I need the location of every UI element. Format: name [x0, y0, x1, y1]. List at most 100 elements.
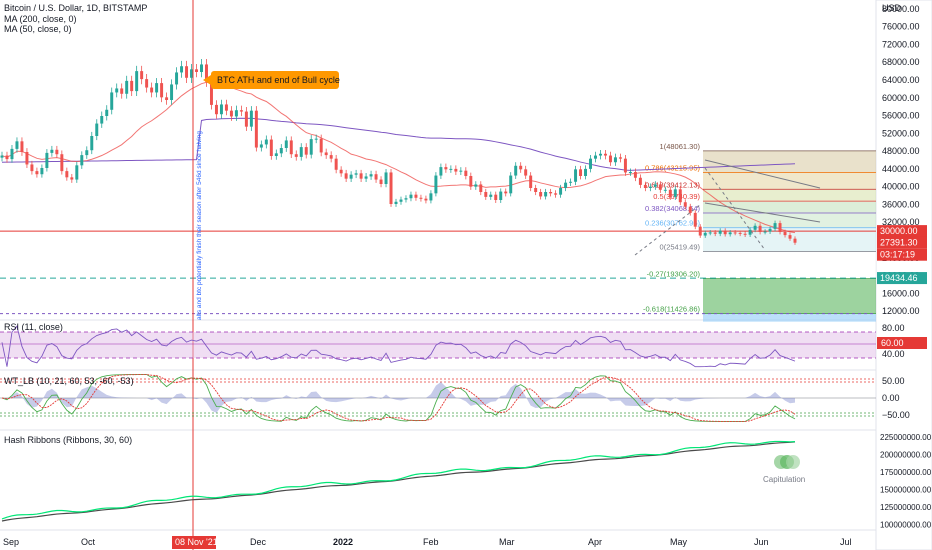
fib-level-label: 0.618(39412.13)	[645, 180, 701, 189]
candle-body	[484, 192, 488, 197]
candle-body	[693, 212, 697, 227]
candle-body	[299, 147, 303, 157]
candle-body	[55, 149, 59, 155]
candle-body	[673, 189, 677, 197]
candle-body	[239, 110, 243, 112]
candle-body	[224, 104, 228, 111]
candle-body	[90, 136, 94, 151]
candle-body	[349, 174, 353, 179]
price-tick: 52000.00	[882, 128, 920, 138]
hash-tick: 200000000.00	[880, 450, 932, 459]
candle-body	[653, 184, 657, 187]
candle-body	[778, 223, 782, 232]
candle-body	[454, 168, 458, 172]
fib-level-label: 0.382(34068.64)	[645, 204, 701, 213]
candle-body	[359, 173, 363, 179]
fib-zone	[703, 313, 876, 322]
countdown-tag	[877, 248, 927, 261]
hash-tick: 150000000.00	[880, 485, 932, 494]
price-tick: 72000.00	[882, 39, 920, 49]
candle-body	[284, 140, 288, 148]
hash-ribbons-pane[interactable]: Hash Ribbons (Ribbons, 30, 60) 225000000…	[1, 433, 932, 530]
candle-body	[244, 111, 248, 127]
candle-body	[499, 191, 503, 200]
candle-body	[135, 71, 139, 92]
candle-body	[424, 198, 428, 201]
hash-ribbons-label: Hash Ribbons (Ribbons, 30, 60)	[4, 435, 132, 445]
candle-body	[145, 79, 149, 88]
price-tick: 32000.00	[882, 217, 920, 227]
price-axis[interactable]: 80000.00 76000.00 72000.00 68000.00 64000.00…	[877, 4, 927, 316]
price-tick: 60000.00	[882, 93, 920, 103]
candle-body	[534, 188, 538, 192]
time-tick-sep: Sep	[3, 537, 19, 547]
candle-body	[200, 64, 203, 72]
capitulation-label: Capitulation	[763, 475, 805, 484]
trend-line-dashed[interactable]	[634, 204, 701, 256]
rsi-tick-40: 40.00	[882, 349, 905, 359]
candle-body	[658, 184, 662, 190]
trend-line[interactable]	[704, 159, 821, 189]
fib-level-label: -0.618(11426.86)	[643, 305, 700, 314]
candle-body	[514, 165, 518, 176]
candle-body	[150, 87, 154, 93]
candle-body	[155, 83, 159, 93]
candle-body	[529, 175, 533, 188]
candle-body	[25, 152, 29, 165]
fib-zone	[703, 227, 876, 252]
hash-tick: 125000000.00	[880, 503, 932, 512]
fib-zone	[703, 150, 876, 173]
fib-level-label: 0.786(43215.95)	[645, 163, 701, 172]
fib-zone	[703, 201, 876, 214]
candle-body	[788, 235, 792, 239]
candle-body	[414, 194, 418, 198]
wavetrend-pane[interactable]: WT_LB (10, 21, 60, 53, -60, -53) 50.00 0…	[0, 374, 910, 422]
indicator-ma50-label: MA (50, close, 0)	[4, 24, 72, 34]
candle-body	[569, 181, 573, 183]
price-tick: 12000.00	[882, 306, 920, 316]
trend-line[interactable]	[704, 202, 821, 223]
trend-line-dashed[interactable]	[704, 167, 766, 251]
candle-body	[594, 155, 597, 159]
price-tag	[877, 236, 927, 249]
time-axis[interactable]: Sep Oct 08 Nov '21 Dec 2022 Feb Mar Apr …	[3, 536, 852, 549]
candle-body	[85, 150, 89, 156]
candle-body	[294, 154, 298, 157]
candle-body	[125, 80, 129, 94]
candle-body	[329, 155, 333, 159]
hash-axis[interactable]: 225000000.00 200000000.00 175000000.00 1500…	[880, 433, 932, 530]
price-tick: 80000.00	[882, 4, 920, 14]
candle-body	[100, 116, 104, 124]
rsi-pane[interactable]: RSI (11, close) 80.00 40.00 60.00	[0, 322, 927, 368]
candle-body	[703, 232, 707, 236]
time-tick-oct: Oct	[81, 537, 96, 547]
candle-body	[763, 231, 767, 233]
candle-body	[389, 172, 393, 204]
wt2-line	[1, 374, 796, 422]
indicator-ma200-label: MA (200, close, 0)	[4, 14, 77, 24]
price-tag	[877, 272, 927, 285]
candle-body	[165, 97, 169, 100]
candle-body	[314, 138, 318, 140]
fib-zone	[703, 189, 876, 202]
candle-body	[344, 173, 348, 179]
candle-body	[603, 153, 607, 156]
candle-body	[204, 64, 208, 82]
candle-body	[419, 197, 423, 199]
candle-body	[339, 169, 343, 174]
ath-annotation[interactable]: BTC ATH and end of Bull cycle	[203, 71, 340, 89]
currency-label: USD	[882, 3, 902, 13]
wt-label: WT_LB (10, 21, 60, 53, -60, -53)	[4, 376, 134, 386]
candle-body	[519, 165, 523, 170]
candle-body	[579, 169, 583, 176]
candle-body	[185, 66, 189, 78]
price-tag-text: 27391.30	[880, 238, 918, 248]
capitulation-signal[interactable]: Capitulation	[763, 455, 805, 484]
countdown-text: 03:17:19	[880, 250, 915, 260]
ma-200-line	[1, 117, 796, 171]
fibonacci-extension[interactable]: 1(48061.30) 0.786(43215.95) 0.618(39412.13…	[643, 142, 876, 322]
fib-level-label: 1(48061.30)	[660, 142, 701, 151]
candle-body	[384, 172, 388, 184]
candle-body	[309, 139, 313, 155]
